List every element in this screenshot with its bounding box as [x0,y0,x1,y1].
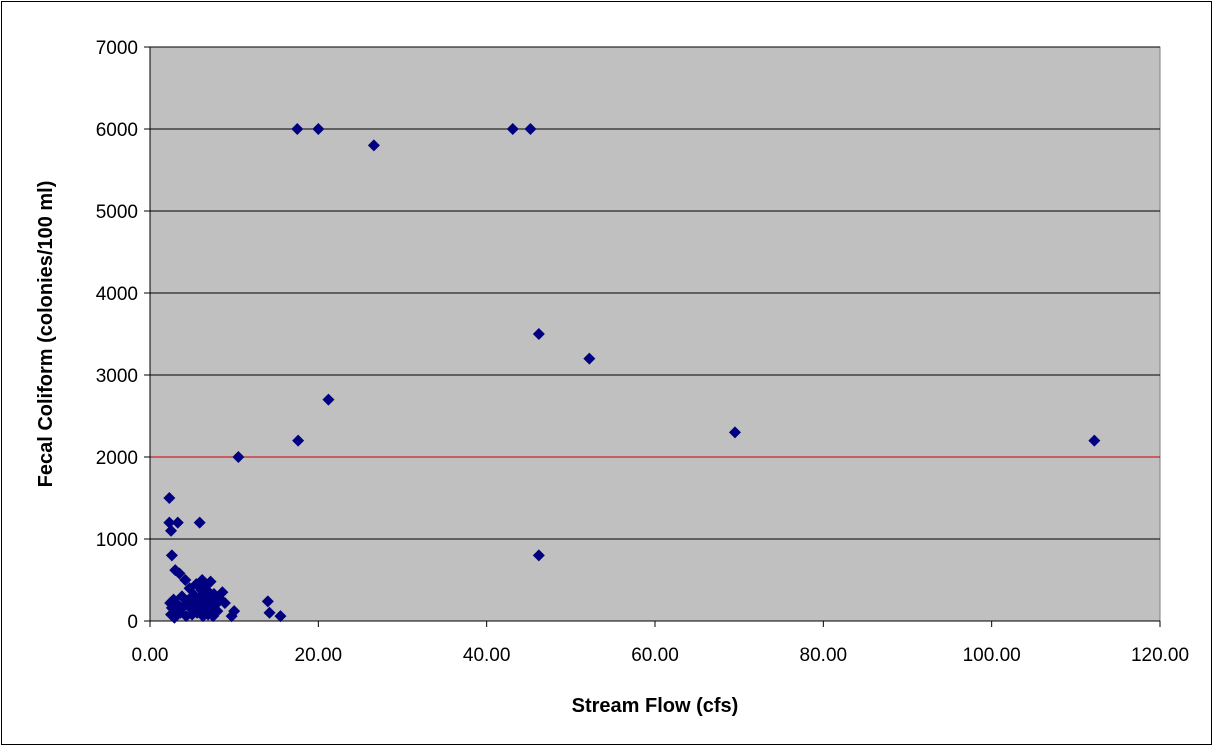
data-point [367,139,380,152]
y-tick-label: 3000 [96,366,138,387]
x-tick-label: 40.00 [463,645,511,666]
data-point [163,516,176,529]
plot-area [149,46,1161,622]
data-point [193,516,206,529]
data-point [274,610,287,623]
y-tick-label: 7000 [96,38,138,59]
data-point [532,549,545,562]
data-point [263,606,276,619]
x-tick-label: 0.00 [132,645,169,666]
data-point [165,524,178,537]
data-point [583,352,596,365]
data-point [211,605,224,618]
data-points [163,123,1101,624]
data-point [312,123,325,135]
y-tick-labels: 0 1000 2000 3000 4000 5000 6000 7000 [96,38,138,633]
axes [144,46,1161,627]
data-point [506,123,519,135]
data-point [232,451,245,463]
y-tick-label: 0 [127,612,138,633]
data-point [728,426,741,439]
data-point [291,123,304,135]
data-point [218,596,231,609]
x-tick-labels: 0.00 20.00 40.00 60.00 80.00 100.00 120.00 [132,645,1190,666]
x-tick-label: 120.00 [1131,645,1189,666]
x-axis-title: Stream Flow (cfs) [572,695,739,717]
data-point [228,605,241,618]
y-tick-label: 2000 [96,448,138,469]
x-tick-label: 80.00 [800,645,848,666]
data-point [532,328,545,340]
data-point [163,492,176,504]
y-tick-label: 4000 [96,284,138,305]
y-tick-label: 6000 [96,120,138,141]
x-tick-label: 60.00 [631,645,679,666]
y-axis-title: Fecal Coliform (colonies/100 ml) [35,181,57,488]
data-point [524,123,537,135]
data-point [179,574,192,586]
data-point [1088,434,1101,447]
y-tick-label: 1000 [96,530,138,551]
data-point [173,567,186,580]
data-point [261,595,274,608]
data-point [204,575,217,588]
y-tick-label: 5000 [96,202,138,223]
x-tick-label: 20.00 [295,645,343,666]
data-point [165,549,178,562]
data-point [292,434,305,447]
data-point [322,393,335,406]
data-point [216,586,229,599]
data-point [171,516,184,529]
x-tick-label: 100.00 [963,645,1021,666]
